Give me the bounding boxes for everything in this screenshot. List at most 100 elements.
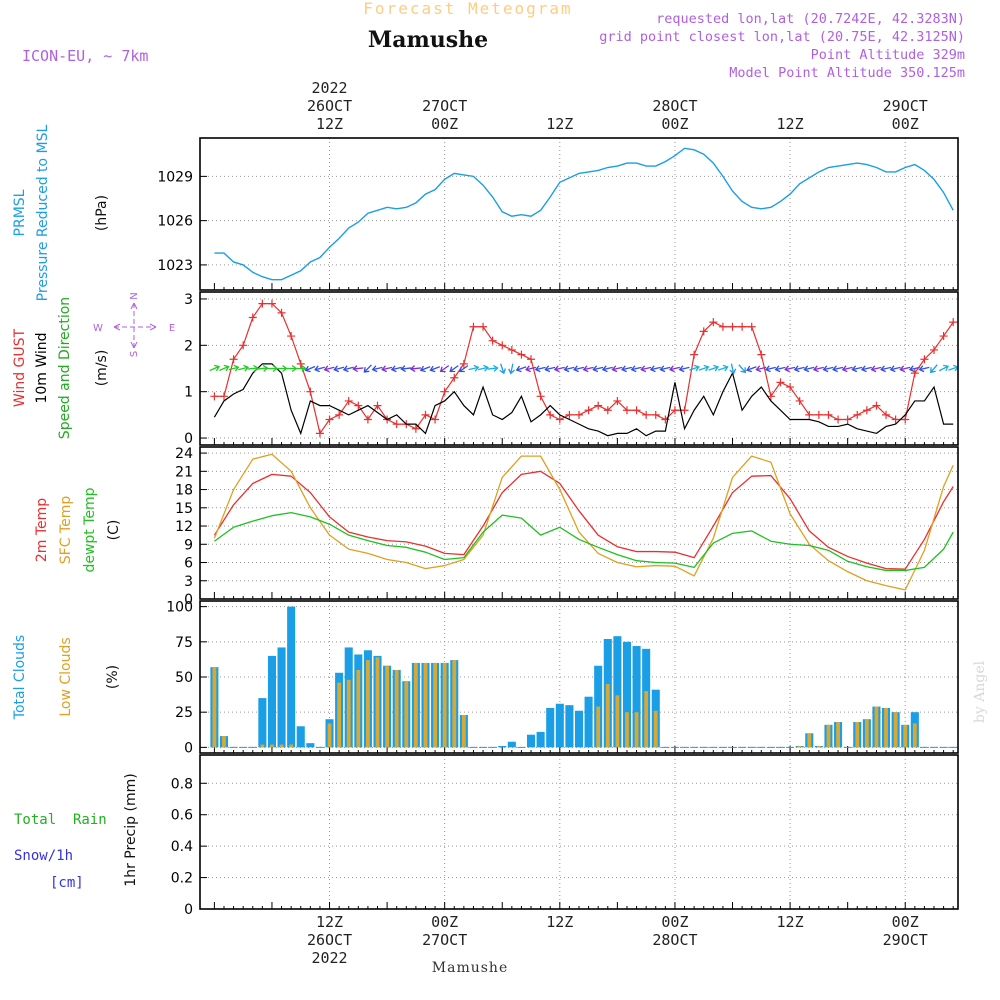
wind-direction-arrow xyxy=(515,365,527,373)
wind-gust-point xyxy=(882,410,891,419)
low-clouds-bar xyxy=(212,667,217,748)
pressure-unit: (hPa) xyxy=(94,195,110,231)
wind-gust-point xyxy=(488,336,497,345)
y-tick-label: 0 xyxy=(184,740,193,756)
low-clouds-bar xyxy=(394,669,399,748)
low-clouds-bar xyxy=(289,744,294,748)
wind-gust-point xyxy=(584,406,593,415)
wind-gust-point xyxy=(718,322,727,331)
temperature-panel: 0 3 6 9 12 15 18 21 24 xyxy=(175,446,959,608)
total-clouds-bar xyxy=(277,647,286,748)
total-clouds-bar xyxy=(555,703,564,748)
wind-gust-point xyxy=(287,332,296,341)
page-title: Mamushe xyxy=(368,27,488,53)
y-tick-label: 12 xyxy=(175,519,193,535)
wind-gust-point xyxy=(555,415,564,424)
panel-frame xyxy=(199,600,959,754)
wind-gust-point xyxy=(421,410,430,419)
side-labels: PRMSL Pressure Reduced to MSL (hPa) Wind… xyxy=(12,124,175,891)
wind-gust-point xyxy=(354,401,363,410)
wind-gust-point xyxy=(517,350,526,359)
wind-panel: 0 1 2 3 xyxy=(184,291,959,447)
wind-gust-point xyxy=(824,410,833,419)
wind-direction-label: Speed and Direction xyxy=(57,297,73,439)
wind-gust-point xyxy=(219,392,228,401)
watermark: by Angel xyxy=(972,660,988,723)
temp-2m-line xyxy=(213,470,954,570)
time-label-bottom: 12Z xyxy=(546,913,573,931)
y-tick-label: 0 xyxy=(184,592,193,608)
wind-direction-arrow xyxy=(449,365,459,373)
wind-gust-point xyxy=(392,420,401,429)
total-clouds-bar xyxy=(632,646,641,748)
low-clouds-bar xyxy=(884,707,888,748)
compass-icon: N S W E xyxy=(93,292,175,357)
y-tick-label: 0.2 xyxy=(171,871,193,887)
panel-frame xyxy=(199,137,959,291)
low-clouds-bar xyxy=(327,723,332,748)
low-clouds-bar xyxy=(644,691,649,748)
time-label-bottom: 28OCT xyxy=(652,931,697,949)
temp-unit: (C) xyxy=(106,520,122,541)
low-clouds-bar xyxy=(375,657,380,748)
total-clouds-bar xyxy=(296,726,305,748)
precip-legend-snow: Snow/1h xyxy=(14,848,73,864)
wind-direction-arrow xyxy=(899,365,911,373)
low-clouds-bar xyxy=(260,744,265,748)
header: Forecast Meteogram Mamushe ICON-EU, ~ 7k… xyxy=(22,0,965,81)
low-clouds-bar xyxy=(413,662,418,748)
y-tick-label: 50 xyxy=(175,670,193,686)
y-tick-label: 24 xyxy=(175,446,193,462)
wind-gust-point xyxy=(930,345,939,354)
wind-gust-point xyxy=(277,308,286,317)
wind-direction-arrow xyxy=(219,364,230,372)
wind-direction-arrow xyxy=(228,364,240,372)
wind-gust-point xyxy=(699,327,708,336)
wind-gust-point xyxy=(459,359,468,368)
low-clouds-bar xyxy=(442,662,447,748)
wind-direction-arrow xyxy=(729,363,737,375)
time-label-top: 2022 xyxy=(311,79,347,97)
wind-direction-arrow xyxy=(553,365,565,373)
model-point-altitude: Model Point Altitude 350.125m xyxy=(729,65,965,81)
wind-gust-point xyxy=(862,406,871,415)
precip-legend-cm: [cm] xyxy=(50,875,84,891)
wind-10m-label: 10m Wind xyxy=(34,332,50,403)
wind-gust-point xyxy=(315,429,324,438)
wind-direction-arrow xyxy=(247,364,259,372)
wind-direction-arrow xyxy=(573,365,585,373)
wind-direction-arrow xyxy=(621,365,632,373)
wind-direction-arrow xyxy=(755,365,767,373)
low-clouds-bar xyxy=(385,665,390,748)
y-tick-label: 18 xyxy=(175,483,193,499)
wind-gust-point xyxy=(258,299,267,308)
time-label-bottom: 12Z xyxy=(777,913,804,931)
wind-direction-arrow xyxy=(487,364,499,372)
temp-sfc-label: SFC Temp xyxy=(58,496,74,565)
total-clouds-bar xyxy=(258,698,267,748)
precip-legend-total-rain: Total Rain xyxy=(14,812,107,828)
wind-direction-arrow xyxy=(400,365,412,373)
y-tick-label: 0.6 xyxy=(171,808,193,824)
wind-direction-arrow xyxy=(860,365,872,373)
wind-gust-point xyxy=(651,410,660,419)
wind-gust-point xyxy=(335,410,344,419)
wind-direction-arrow xyxy=(698,364,710,372)
wind-direction-arrow xyxy=(841,365,853,373)
requested-coordinates: requested lon,lat (20.7242E, 42.3283N) xyxy=(656,11,965,27)
time-label-top: 28OCT xyxy=(652,97,697,115)
low-clouds-bar xyxy=(452,660,457,748)
low-clouds-bar xyxy=(270,744,274,748)
wind-gust-line xyxy=(214,302,954,435)
precip-panel: 0 0.2 0.4 0.6 0.8 xyxy=(171,754,959,918)
wind-direction-arrow xyxy=(286,364,298,373)
total-clouds-bar xyxy=(536,731,545,748)
time-label-top: 00Z xyxy=(661,115,688,133)
wind-direction-arrow xyxy=(544,365,556,373)
y-tick-label: 75 xyxy=(175,635,193,651)
wind-gust-point xyxy=(239,341,248,350)
wind-direction-arrow xyxy=(659,365,671,373)
wind-gust-point xyxy=(622,406,631,415)
